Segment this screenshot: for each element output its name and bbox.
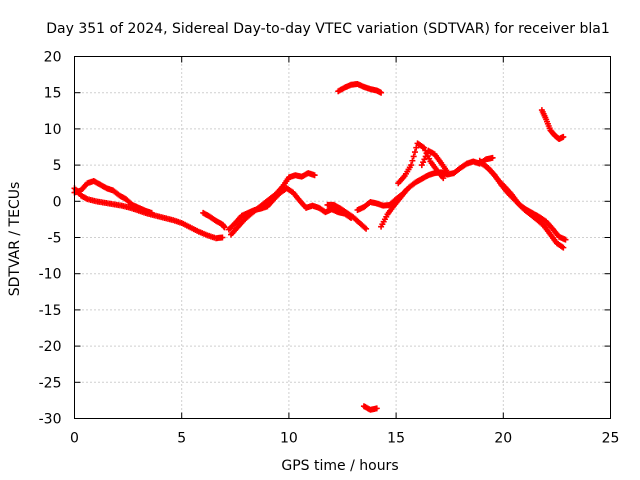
series-arc-n bbox=[478, 160, 569, 243]
x-axis-label: GPS time / hours bbox=[281, 458, 398, 474]
series-arc-g bbox=[335, 81, 385, 96]
chart-title: Day 351 of 2024, Sidereal Day-to-day VTE… bbox=[46, 21, 609, 37]
data-point bbox=[562, 236, 569, 243]
data-point bbox=[413, 144, 420, 151]
y-tick-label: -30 bbox=[39, 412, 62, 428]
y-axis-label: SDTVAR / TECUs bbox=[7, 182, 23, 297]
x-tick-label: 25 bbox=[602, 431, 620, 447]
data-point bbox=[408, 162, 415, 169]
series-arc-h bbox=[360, 403, 380, 413]
data-point bbox=[363, 225, 370, 232]
y-tick-label: 10 bbox=[44, 122, 62, 138]
data-point bbox=[373, 405, 380, 412]
y-tick-labels: 20 15 10 5 0 -5 -10 -15 -20 -25 -30 bbox=[39, 50, 62, 428]
data-point bbox=[411, 149, 418, 156]
series-arc-e bbox=[225, 185, 355, 233]
y-tick-label: -10 bbox=[39, 267, 62, 283]
y-tick-label: 15 bbox=[44, 86, 62, 102]
x-tick-label: 0 bbox=[70, 431, 79, 447]
series-arc-o bbox=[538, 107, 567, 143]
x-tick-label: 10 bbox=[280, 431, 298, 447]
data-point bbox=[440, 175, 447, 182]
y-tick-label: 0 bbox=[53, 194, 62, 210]
y-tick-label: -20 bbox=[39, 339, 62, 355]
data-point bbox=[221, 224, 228, 231]
series-arc-c bbox=[200, 209, 228, 231]
grid-lines bbox=[74, 56, 611, 419]
series-arc-k bbox=[418, 147, 451, 176]
x-tick-label: 5 bbox=[177, 431, 186, 447]
y-tick-label: -15 bbox=[39, 303, 62, 319]
data-point bbox=[560, 244, 567, 251]
data-point bbox=[311, 172, 318, 179]
series-arc-l bbox=[378, 186, 410, 230]
y-tick-label: 20 bbox=[44, 50, 62, 66]
x-tick-labels: 0 5 10 15 20 25 bbox=[70, 431, 619, 447]
x-tick-label: 15 bbox=[387, 431, 405, 447]
data-point bbox=[403, 186, 410, 193]
series-arc-b bbox=[71, 185, 226, 242]
y-tick-label: -25 bbox=[39, 375, 62, 391]
series-arc-f bbox=[324, 201, 370, 232]
y-tick-label: 5 bbox=[53, 158, 62, 174]
y-tick-label: -5 bbox=[48, 231, 62, 247]
data-point bbox=[219, 234, 226, 241]
data-point bbox=[409, 157, 416, 164]
data-point bbox=[378, 89, 385, 96]
plot-frame bbox=[74, 56, 611, 419]
x-tick-label: 20 bbox=[494, 431, 512, 447]
data-point bbox=[560, 133, 567, 140]
data-point bbox=[489, 154, 496, 161]
data-point bbox=[410, 153, 417, 160]
data-point bbox=[444, 169, 451, 176]
series-arc-j bbox=[395, 140, 447, 187]
data-points bbox=[71, 81, 569, 413]
